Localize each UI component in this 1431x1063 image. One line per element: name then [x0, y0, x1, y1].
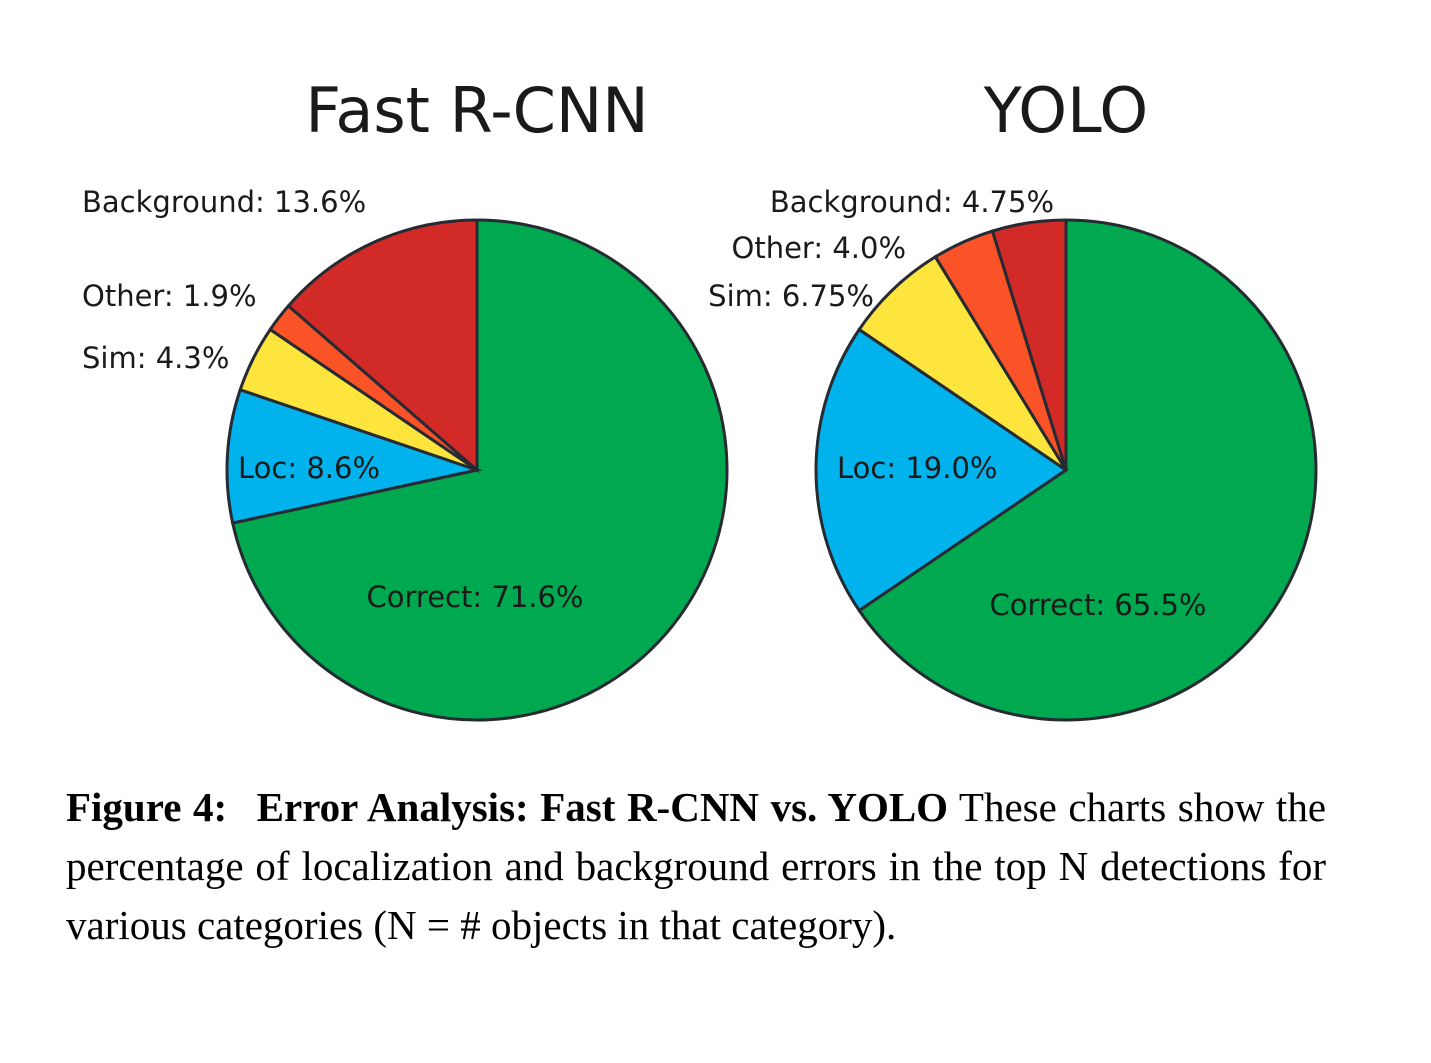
figure-charts: Fast R-CNN Correct: 71.6% Loc: 8.6% Sim: 4.…	[82, 74, 1318, 722]
slice-label-yolo-other: Other: 4.0%	[732, 231, 907, 265]
figure-caption-title: Error Analysis: Fast R-CNN vs. YOLO	[256, 784, 949, 830]
slice-label-fast-r-cnn-correct: Correct: 71.6%	[367, 580, 584, 614]
pie-slice-yolo-background	[990, 218, 1068, 471]
slice-label-fast-r-cnn-loc: Loc: 8.6%	[238, 451, 380, 485]
slice-label-fast-r-cnn-sim: Sim: 4.3%	[82, 341, 229, 375]
slice-label-fast-r-cnn-other: Other: 1.9%	[82, 279, 257, 313]
pie-slice-fast-r-cnn-loc	[225, 387, 483, 525]
pie-chart-yolo: YOLO Correct: 65.5% Loc: 19.0% Sim: 6.75% Ot…	[708, 74, 1318, 722]
pie-chart-fast-rcnn: Fast R-CNN Correct: 71.6% Loc: 8.6% Sim: 4.…	[82, 74, 729, 722]
slice-label-fast-r-cnn-background: Background: 13.6%	[82, 185, 366, 219]
slice-label-yolo-loc: Loc: 19.0%	[837, 451, 997, 485]
slice-label-yolo-background: Background: 4.75%	[770, 185, 1054, 219]
figure-caption: Figure 4: Error Analysis: Fast R-CNN vs.…	[66, 778, 1326, 955]
figure-caption-text: These charts show the percentage of loca…	[66, 784, 1327, 948]
slice-label-yolo-sim: Sim: 6.75%	[708, 279, 874, 313]
chart-title-yolo: YOLO	[983, 74, 1148, 147]
slice-label-yolo-correct: Correct: 65.5%	[990, 588, 1207, 622]
pie-slice-yolo-loc	[814, 327, 1069, 613]
chart-title-fast-r-cnn: Fast R-CNN	[305, 74, 648, 147]
pie-slice-yolo-sim	[857, 254, 1068, 472]
pie-slice-yolo-correct	[857, 218, 1318, 722]
figure-number: Figure 4:	[66, 784, 228, 830]
pie-slice-fast-r-cnn-background	[286, 218, 479, 474]
